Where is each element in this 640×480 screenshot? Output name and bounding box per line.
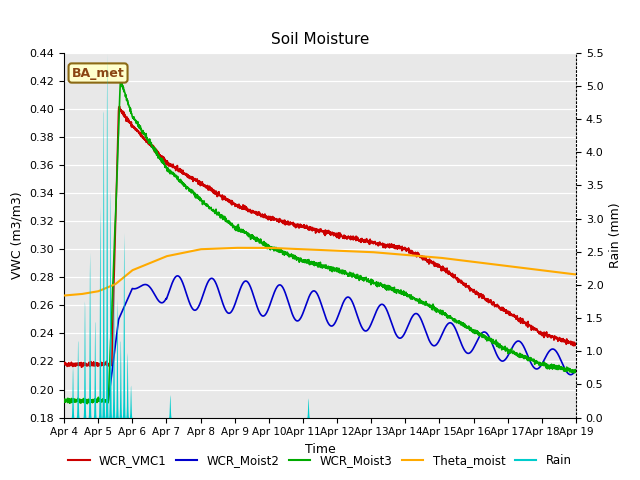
Y-axis label: VWC (m3/m3): VWC (m3/m3) [11,192,24,279]
Legend: WCR_VMC1, WCR_Moist2, WCR_Moist3, Theta_moist, Rain: WCR_VMC1, WCR_Moist2, WCR_Moist3, Theta_… [63,449,577,472]
X-axis label: Time: Time [305,443,335,456]
Text: BA_met: BA_met [72,67,124,80]
Y-axis label: Rain (mm): Rain (mm) [609,203,622,268]
Title: Soil Moisture: Soil Moisture [271,33,369,48]
